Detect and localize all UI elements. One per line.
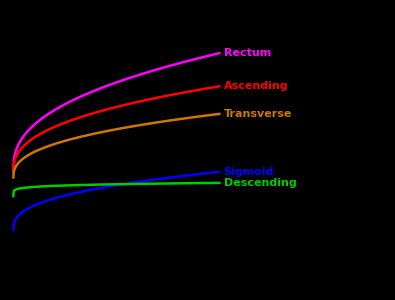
Text: Transverse: Transverse	[224, 109, 292, 119]
Text: Descending: Descending	[224, 178, 296, 188]
Text: Ascending: Ascending	[224, 81, 288, 91]
Text: Rectum: Rectum	[224, 48, 271, 58]
Text: Sigmoid: Sigmoid	[224, 167, 274, 177]
